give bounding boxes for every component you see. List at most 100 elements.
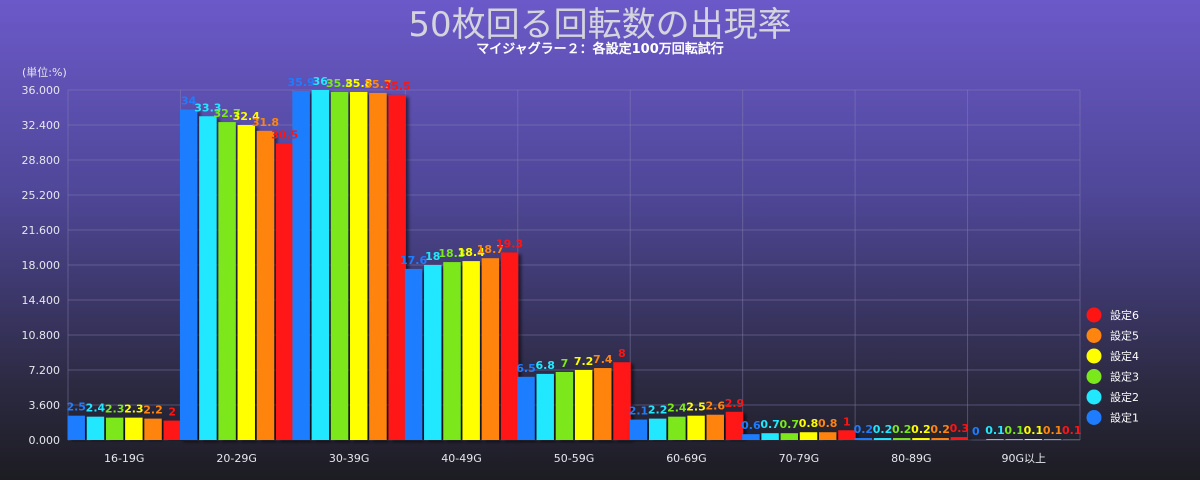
legend-marker[interactable]: [1086, 328, 1102, 343]
legend-label[interactable]: 設定3: [1110, 370, 1139, 384]
bar: [179, 109, 198, 440]
data-label: 7.2: [574, 355, 594, 368]
bar: [574, 370, 593, 440]
bar: [986, 439, 1004, 440]
bar: [256, 130, 275, 441]
data-label: 0.8: [799, 417, 819, 430]
data-label: 2.5: [686, 401, 706, 414]
data-label: 0.1: [1043, 424, 1063, 437]
data-label: 0.1: [1004, 424, 1024, 437]
bar: [613, 362, 631, 440]
data-label: 2.6: [705, 400, 725, 413]
data-label: 36: [313, 75, 329, 88]
bar: [86, 416, 105, 440]
data-label: 19.3: [496, 237, 523, 250]
bar: [838, 430, 856, 440]
data-label: 32.7: [213, 107, 240, 120]
bar: [931, 438, 949, 440]
bar: [292, 90, 310, 440]
bar: [912, 438, 930, 440]
data-label: 0.8: [818, 417, 838, 430]
data-label: 35.7: [364, 78, 391, 91]
x-tick-label: 40-49G: [441, 452, 482, 465]
y-tick-label: 14.400: [22, 294, 61, 307]
bar: [500, 252, 519, 440]
bar: [481, 258, 500, 440]
x-tick-label: 70-79G: [779, 452, 820, 465]
bar: [275, 143, 294, 440]
bar: [105, 417, 124, 440]
bar: [629, 419, 648, 440]
data-label: 0: [972, 425, 980, 438]
y-tick-label: 10.800: [22, 329, 61, 342]
data-label: 0.2: [892, 423, 912, 436]
data-label: 8: [618, 347, 626, 360]
x-tick-label: 60-69G: [666, 452, 707, 465]
data-label: 0.1: [985, 424, 1005, 437]
bars: [67, 90, 1081, 441]
bar: [462, 261, 480, 440]
data-label: 32.4: [233, 110, 260, 123]
bar: [555, 371, 574, 440]
data-label: 18.3: [438, 247, 465, 260]
legend-label[interactable]: 設定5: [1110, 329, 1139, 343]
x-axis-ticks: 16-19G 20-29G 30-39G 40-49G 50-59G 60-69G 70-7…: [104, 452, 1046, 465]
bar: [1024, 439, 1043, 440]
data-label: 35.9: [288, 76, 315, 89]
data-label: 0.2: [911, 423, 931, 436]
bar: [237, 125, 255, 440]
bar: [67, 415, 85, 440]
data-label: 18: [425, 250, 440, 263]
data-label: 7: [561, 357, 569, 370]
data-label: 2.4: [86, 402, 106, 415]
bar: [144, 418, 162, 440]
data-label: 30.5: [271, 128, 298, 141]
legend-label[interactable]: 設定1: [1110, 411, 1139, 425]
bar: [163, 420, 181, 440]
bar: [311, 90, 330, 440]
y-tick-label: 7.200: [29, 364, 61, 377]
x-tick-label: 90G以上: [1002, 452, 1047, 465]
bar: [854, 438, 873, 440]
bar: [369, 92, 387, 441]
legend-marker[interactable]: [1086, 369, 1102, 384]
legend[interactable]: 設定6 設定5 設定4 設定3 設定2 設定1: [1086, 307, 1140, 426]
legend-marker[interactable]: [1086, 410, 1102, 425]
chart-subtitle: マイジャグラー２：各設定100万回転試行: [476, 41, 724, 57]
y-tick-label: 0.000: [29, 434, 61, 447]
bar: [536, 373, 554, 440]
legend-marker[interactable]: [1086, 389, 1102, 405]
data-label: 17.6: [400, 254, 427, 267]
bar: [761, 433, 779, 440]
data-label: 35.8: [326, 77, 353, 90]
y-tick-label: 28.800: [22, 154, 61, 167]
data-label: 0.1: [1024, 424, 1044, 437]
data-label: 2.2: [143, 404, 163, 417]
y-tick-label: 3.600: [29, 399, 61, 412]
y-axis-label: (単位:%): [22, 65, 67, 79]
bar: [218, 122, 236, 440]
bar: [725, 411, 744, 440]
x-tick-label: 30-39G: [329, 452, 370, 465]
data-label: 0.3: [950, 422, 970, 435]
data-label: 2.9: [725, 397, 745, 410]
legend-marker[interactable]: [1086, 307, 1102, 323]
y-tick-label: 21.600: [22, 224, 61, 237]
data-label: 6.8: [535, 359, 555, 372]
legend-marker[interactable]: [1086, 348, 1102, 364]
data-label: 7.4: [593, 353, 613, 366]
bar: [818, 432, 837, 440]
data-label: 18.7: [477, 243, 504, 256]
x-tick-label: 50-59G: [554, 452, 595, 465]
legend-label[interactable]: 設定6: [1110, 308, 1139, 322]
bar: [330, 91, 349, 440]
data-label: 0.2: [854, 423, 874, 436]
data-label: 33.3: [194, 101, 221, 114]
data-label: 18.4: [458, 246, 485, 259]
legend-label[interactable]: 設定4: [1110, 349, 1139, 363]
x-tick-label: 80-89G: [891, 452, 932, 465]
data-label: 35.8: [345, 77, 372, 90]
y-tick-label: 25.200: [22, 189, 61, 202]
legend-label[interactable]: 設定2: [1110, 390, 1139, 404]
